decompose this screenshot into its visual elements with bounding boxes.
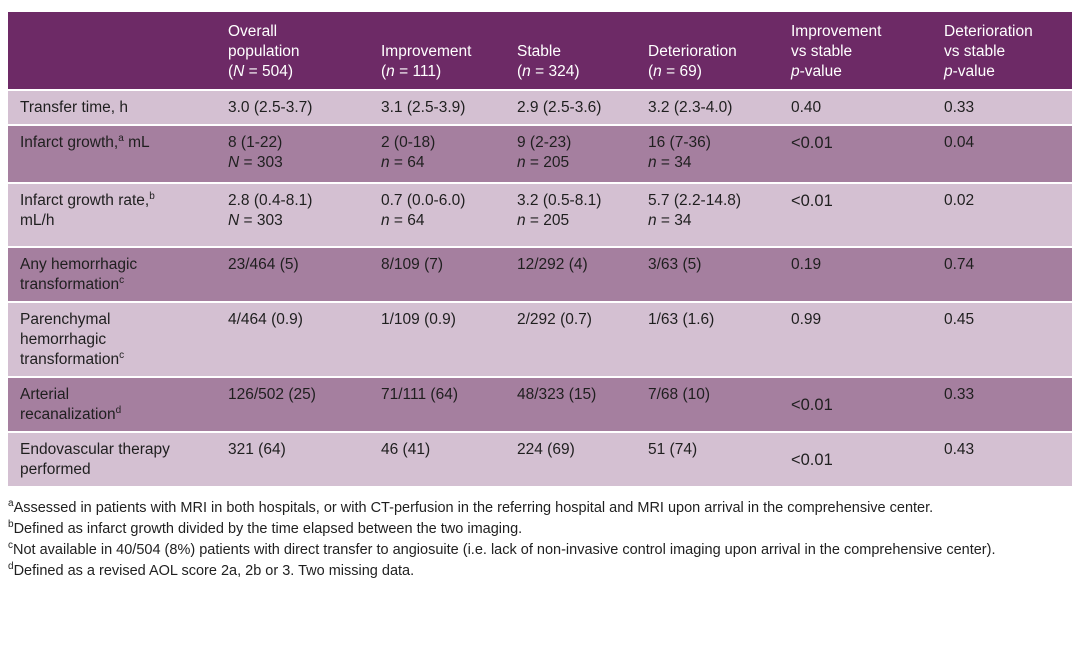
header-deterioration-vs-stable: Deterioration vs stable p-value — [932, 12, 1072, 90]
header-improvement: Improvement (n = 111) — [369, 12, 505, 90]
row-label: Parenchymal hemorrhagic transformationc — [8, 301, 216, 377]
cell-stable: 2/292 (0.7) — [505, 301, 636, 377]
cell-p-deterioration: 0.04 — [932, 124, 1072, 183]
footnotes: aAssessed in patients with MRI in both h… — [8, 498, 1072, 582]
results-table-container: Overall population (N = 504) Improvement… — [8, 12, 1072, 582]
cell-p-deterioration: 0.45 — [932, 301, 1072, 377]
cell-overall: 8 (1-22) N = 303 — [216, 124, 369, 183]
cell-overall: 4/464 (0.9) — [216, 301, 369, 377]
table-row: Infarct growth rate,b mL/h 2.8 (0.4-8.1) N… — [8, 182, 1072, 247]
table-row: Endovascular therapy performed 321 (64) 4… — [8, 431, 1072, 486]
row-label: Transfer time, h — [8, 89, 216, 125]
footnote-d: dDefined as a revised AOL score 2a, 2b o… — [8, 561, 415, 579]
footnote-a: aAssessed in patients with MRI in both h… — [8, 498, 934, 516]
cell-stable: 3.2 (0.5-8.1) n = 205 — [505, 182, 636, 247]
cell-p-deterioration: 0.74 — [932, 246, 1072, 302]
cell-overall: 2.8 (0.4-8.1) N = 303 — [216, 182, 369, 247]
cell-improvement: 2 (0-18) n = 64 — [369, 124, 505, 183]
row-label: Any hemorrhagic transformationc — [8, 246, 216, 302]
cell-deterioration: 7/68 (10) — [636, 376, 779, 432]
cell-p-improvement: 0.99 — [779, 301, 932, 377]
footnote-c: cNot available in 40/504 (8%) patients w… — [8, 540, 996, 558]
cell-improvement: 0.7 (0.0-6.0) n = 64 — [369, 182, 505, 247]
header-overall: Overall population (N = 504) — [216, 12, 369, 90]
cell-p-deterioration: 0.33 — [932, 376, 1072, 432]
cell-improvement: 46 (41) — [369, 431, 505, 486]
outcomes-table: Overall population (N = 504) Improvement… — [8, 12, 1072, 486]
cell-deterioration: 51 (74) — [636, 431, 779, 486]
header-empty — [8, 12, 216, 90]
cell-improvement: 1/109 (0.9) — [369, 301, 505, 377]
cell-overall: 3.0 (2.5-3.7) — [216, 89, 369, 125]
cell-deterioration: 16 (7-36) n = 34 — [636, 124, 779, 183]
cell-overall: 23/464 (5) — [216, 246, 369, 302]
cell-stable: 48/323 (15) — [505, 376, 636, 432]
table-row: Transfer time, h 3.0 (2.5-3.7) 3.1 (2.5-… — [8, 89, 1072, 125]
row-label: Arterial recanalizationd — [8, 376, 216, 432]
cell-overall: 321 (64) — [216, 431, 369, 486]
cell-stable: 9 (2-23) n = 205 — [505, 124, 636, 183]
header-deterioration: Deterioration (n = 69) — [636, 12, 779, 90]
cell-deterioration: 5.7 (2.2-14.8) n = 34 — [636, 182, 779, 247]
row-label: Infarct growth rate,b mL/h — [8, 182, 216, 247]
header-improvement-vs-stable: Improvement vs stable p-value — [779, 12, 932, 90]
cell-p-deterioration: 0.43 — [932, 431, 1072, 486]
cell-p-improvement: 0.19 — [779, 246, 932, 302]
cell-p-improvement: <0.01 — [779, 182, 932, 247]
cell-p-deterioration: 0.33 — [932, 89, 1072, 125]
cell-improvement: 8/109 (7) — [369, 246, 505, 302]
table-row: Any hemorrhagic transformationc 23/464 (5… — [8, 246, 1072, 302]
row-label: Endovascular therapy performed — [8, 431, 216, 486]
cell-deterioration: 3/63 (5) — [636, 246, 779, 302]
cell-deterioration: 3.2 (2.3-4.0) — [636, 89, 779, 125]
table-row: Arterial recanalizationd 126/502 (25) 71/… — [8, 376, 1072, 432]
cell-p-improvement: 0.40 — [779, 89, 932, 125]
row-label: Infarct growth,a mL — [8, 124, 216, 183]
cell-p-improvement: <0.01 — [779, 431, 932, 486]
cell-p-deterioration: 0.02 — [932, 182, 1072, 247]
table-row: Infarct growth,a mL 8 (1-22) N = 303 2 (0… — [8, 124, 1072, 183]
cell-stable: 224 (69) — [505, 431, 636, 486]
footnote-b: bDefined as infarct growth divided by th… — [8, 519, 523, 537]
header-stable: Stable (n = 324) — [505, 12, 636, 90]
cell-p-improvement: <0.01 — [779, 124, 932, 183]
cell-deterioration: 1/63 (1.6) — [636, 301, 779, 377]
cell-stable: 2.9 (2.5-3.6) — [505, 89, 636, 125]
cell-p-improvement: <0.01 — [779, 376, 932, 432]
cell-improvement: 3.1 (2.5-3.9) — [369, 89, 505, 125]
table-row: Parenchymal hemorrhagic transformationc 4/… — [8, 301, 1072, 377]
cell-stable: 12/292 (4) — [505, 246, 636, 302]
header-row: Overall population (N = 504) Improvement… — [8, 12, 1072, 90]
cell-overall: 126/502 (25) — [216, 376, 369, 432]
cell-improvement: 71/111 (64) — [369, 376, 505, 432]
